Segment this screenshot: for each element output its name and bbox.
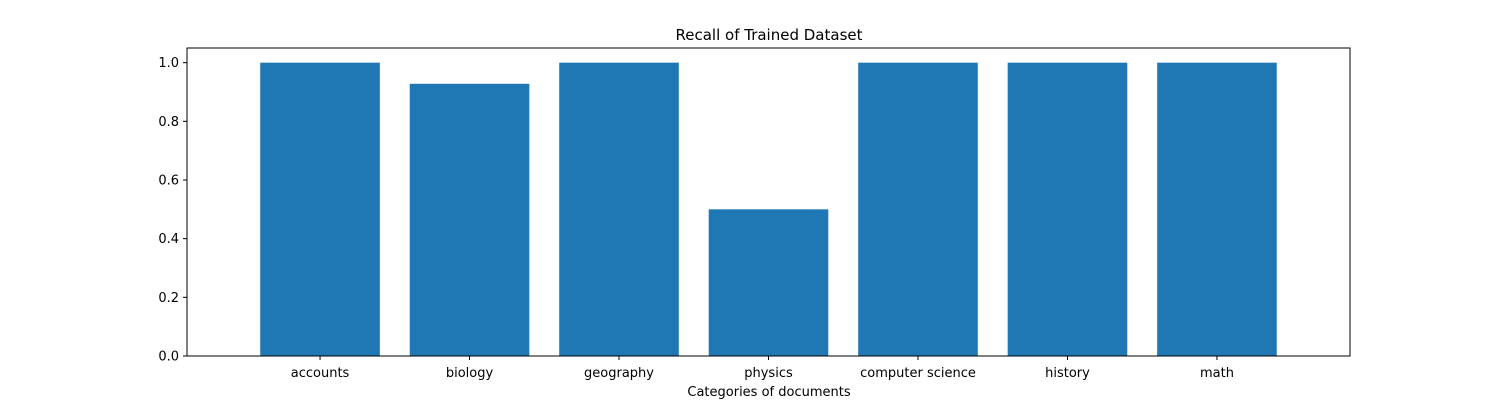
bar-history [1007, 62, 1128, 357]
x-tick-label: math [1200, 366, 1234, 381]
x-tick-label: biology [446, 366, 494, 381]
y-tick-label: 0.2 [158, 291, 179, 306]
y-tick-label: 0.6 [158, 174, 179, 189]
x-tick-label: geography [584, 366, 654, 381]
x-tick-label: history [1045, 366, 1090, 381]
x-tick-label: computer science [860, 366, 976, 381]
x-tick-label: physics [744, 366, 793, 381]
y-tick-label: 1.0 [158, 56, 179, 71]
bar-physics [708, 209, 829, 356]
bar-geography [559, 62, 679, 357]
bar-biology [409, 83, 530, 356]
x-tick-label: accounts [291, 366, 350, 381]
bar-accounts [260, 62, 380, 357]
chart-title: Recall of Trained Dataset [676, 26, 863, 44]
y-tick-label: 0.8 [158, 115, 179, 130]
plot-frame [186, 47, 1351, 357]
y-axis: 0.0 0.2 0.4 0.6 0.8 1.0 [158, 56, 187, 365]
y-tick-label: 0.0 [158, 350, 179, 365]
bar-math [1157, 62, 1277, 357]
y-tick-label: 0.4 [158, 232, 179, 247]
bars-group [260, 62, 1277, 357]
bar-computer-science [858, 62, 978, 357]
x-axis: accounts biology geography physics computer … [291, 356, 1234, 381]
x-axis-label: Categories of documents [687, 385, 850, 400]
